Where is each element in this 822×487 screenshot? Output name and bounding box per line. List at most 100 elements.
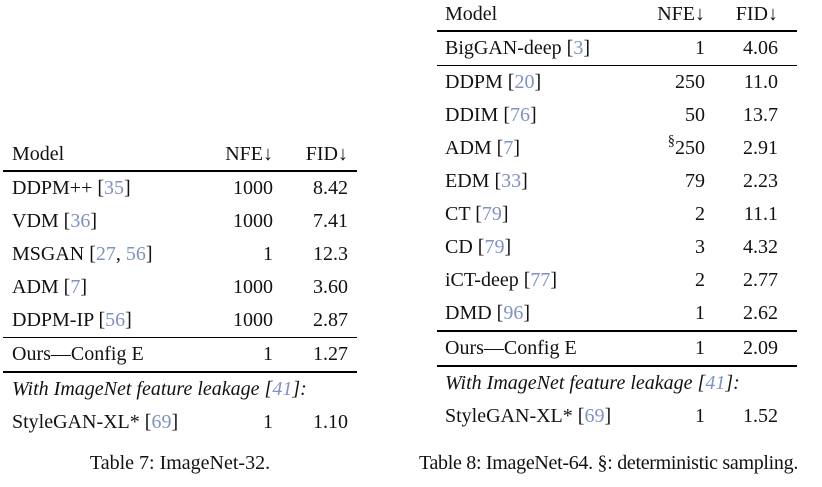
model-cell: DDPM-IP [56] bbox=[12, 308, 132, 331]
table-row: DDPM [20] 250 11.0 bbox=[437, 66, 797, 99]
citation-link[interactable]: 56 bbox=[125, 242, 146, 265]
fid-column-header: FID↓ bbox=[735, 2, 778, 25]
table7-caption: Table 7: ImageNet-32. bbox=[89, 452, 271, 474]
table-row: Ours—Config E 1 1.27 bbox=[3, 338, 357, 371]
citation-link[interactable]: 69 bbox=[151, 411, 172, 434]
nfe-cell: 1000 bbox=[233, 176, 273, 199]
citation-link[interactable]: 36 bbox=[70, 209, 91, 232]
table-row: BigGAN-deep [3] 1 4.06 bbox=[437, 32, 797, 65]
model-cell: DDIM [76] bbox=[445, 104, 537, 127]
header-rule bbox=[437, 30, 797, 32]
citation-link[interactable]: 20 bbox=[514, 71, 535, 94]
nfe-cell: 1 bbox=[695, 337, 705, 360]
fid-cell: 2.09 bbox=[743, 337, 778, 360]
deterministic-sampling-marker: § bbox=[667, 132, 675, 149]
fid-cell: 4.06 bbox=[743, 36, 778, 59]
nfe-cell: 1 bbox=[695, 404, 705, 427]
citation-link[interactable]: 77 bbox=[530, 269, 551, 292]
citation-link[interactable]: 3 bbox=[573, 36, 584, 59]
nfe-cell: 1 bbox=[695, 302, 705, 325]
citation-link[interactable]: 76 bbox=[510, 104, 530, 127]
nfe-cell: 1000 bbox=[233, 275, 273, 298]
fid-cell: 8.42 bbox=[313, 176, 348, 199]
citation-link[interactable]: 27 bbox=[95, 242, 116, 265]
nfe-cell: 2 bbox=[695, 269, 705, 292]
nfe-cell: 250 bbox=[675, 71, 705, 94]
fid-column-header: FID↓ bbox=[305, 142, 348, 165]
table-row: DDPM-IP [56] 1000 2.87 bbox=[3, 304, 357, 337]
nfe-cell: 1 bbox=[263, 411, 273, 434]
nfe-cell: 1 bbox=[695, 36, 705, 59]
nfe-cell: 1 bbox=[263, 242, 273, 265]
section-label-row: With ImageNet feature leakage [41]: bbox=[3, 373, 357, 406]
nfe-cell: 1000 bbox=[233, 209, 273, 232]
fid-cell: 4.32 bbox=[743, 236, 778, 259]
model-cell: Ours—Config E bbox=[12, 343, 144, 366]
table-row: VDM [36] 1000 7.41 bbox=[3, 205, 357, 238]
fid-cell: 2.62 bbox=[743, 302, 778, 325]
nfe-column-header: NFE↓ bbox=[225, 142, 273, 165]
group-separator-rule bbox=[437, 365, 797, 367]
table-header-row: Model NFE↓ FID↓ bbox=[3, 138, 357, 170]
fid-cell: 12.3 bbox=[313, 242, 348, 265]
citation-link[interactable]: 35 bbox=[104, 176, 125, 199]
citation-link[interactable]: 41 bbox=[272, 378, 293, 401]
nfe-cell: 79 bbox=[685, 170, 705, 193]
table-row: StyleGAN-XL* [69] 1 1.10 bbox=[3, 406, 357, 439]
nfe-column-header: NFE↓ bbox=[657, 2, 705, 25]
fid-cell: 13.7 bbox=[743, 104, 778, 127]
model-column-header: Model bbox=[445, 2, 498, 25]
table-row: DDIM [76] 50 13.7 bbox=[437, 99, 797, 132]
fid-cell: 11.1 bbox=[743, 203, 778, 226]
model-cell: CT [79] bbox=[445, 203, 509, 226]
fid-cell: 11.0 bbox=[743, 71, 778, 94]
table-body: DDPM++ [35] 1000 8.42 VDM [36] 1000 7.41 MSGAN… bbox=[3, 172, 357, 439]
nfe-cell: 3 bbox=[695, 236, 705, 259]
citation-link[interactable]: 96 bbox=[503, 302, 524, 325]
imagenet32-table: Model NFE↓ FID↓ DDPM++ [35] 1000 8.42 VDM [… bbox=[3, 138, 357, 439]
citation-link[interactable]: 7 bbox=[70, 275, 81, 298]
table-row: iCT-deep [77] 2 2.77 bbox=[437, 264, 797, 297]
group-separator-rule bbox=[3, 371, 357, 374]
citation-link[interactable]: 79 bbox=[481, 203, 502, 226]
model-cell: StyleGAN-XL* [69] bbox=[445, 404, 612, 427]
fid-cell: 1.10 bbox=[313, 411, 348, 434]
citation-link[interactable]: 7 bbox=[503, 137, 514, 160]
model-cell: Ours—Config E bbox=[445, 337, 577, 360]
nfe-cell: 1 bbox=[263, 343, 273, 366]
table-row: Ours—Config E 1 2.09 bbox=[437, 332, 797, 365]
citation-link[interactable]: 33 bbox=[501, 170, 522, 193]
model-cell: StyleGAN-XL* [69] bbox=[12, 411, 179, 434]
model-cell: EDM [33] bbox=[445, 170, 528, 193]
fid-cell: 2.87 bbox=[313, 308, 348, 331]
model-cell: DDPM++ [35] bbox=[12, 176, 131, 199]
table-row: CD [79] 3 4.32 bbox=[437, 231, 797, 264]
imagenet64-table: Model NFE↓ FID↓ BigGAN-deep [3] 1 4.06 DDPM… bbox=[437, 0, 797, 433]
model-cell: BigGAN-deep [3] bbox=[445, 36, 590, 59]
citation-link[interactable]: 69 bbox=[584, 404, 605, 427]
model-cell: With ImageNet feature leakage [41]: bbox=[12, 378, 307, 401]
group-separator-rule bbox=[437, 64, 797, 67]
fid-cell: 3.60 bbox=[313, 275, 348, 298]
fid-cell: 1.27 bbox=[313, 343, 348, 366]
section-label-row: With ImageNet feature leakage [41]: bbox=[437, 367, 797, 400]
table-row: DMD [96] 1 2.62 bbox=[437, 297, 797, 330]
model-cell: DDPM [20] bbox=[445, 71, 542, 94]
fid-cell: 7.41 bbox=[313, 209, 348, 232]
model-cell: CD [79] bbox=[445, 236, 512, 259]
table-row: EDM [33] 79 2.23 bbox=[437, 165, 797, 198]
citation-link[interactable]: 79 bbox=[484, 236, 505, 259]
table-row: CT [79] 2 11.1 bbox=[437, 198, 797, 231]
group-separator-rule bbox=[437, 330, 797, 333]
table-row: MSGAN [27, 56] 1 12.3 bbox=[3, 238, 357, 271]
model-cell: VDM [36] bbox=[12, 209, 98, 232]
model-cell: MSGAN [27, 56] bbox=[12, 242, 153, 265]
model-column-header: Model bbox=[12, 142, 65, 165]
nfe-cell: 50 bbox=[685, 104, 705, 127]
fid-cell: 1.52 bbox=[743, 404, 778, 427]
model-cell: With ImageNet feature leakage [41]: bbox=[445, 371, 740, 394]
citation-link[interactable]: 41 bbox=[705, 371, 726, 394]
citation-link[interactable]: 56 bbox=[105, 308, 126, 331]
table-row: StyleGAN-XL* [69] 1 1.52 bbox=[437, 400, 797, 433]
